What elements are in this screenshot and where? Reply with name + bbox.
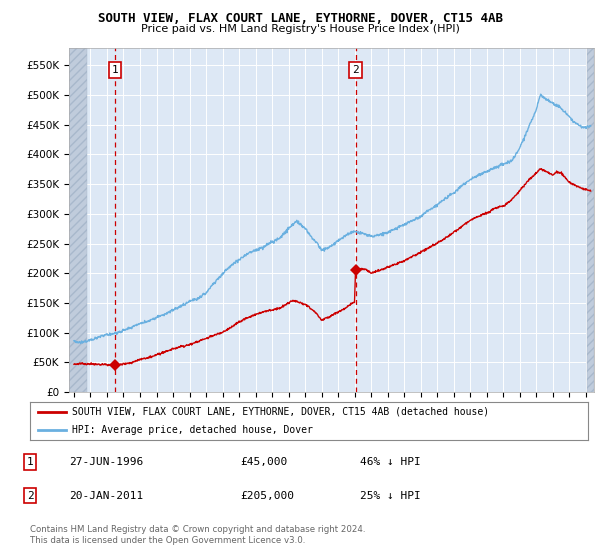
Text: Contains HM Land Registry data © Crown copyright and database right 2024.
This d: Contains HM Land Registry data © Crown c…	[30, 525, 365, 545]
Text: 27-JUN-1996: 27-JUN-1996	[69, 457, 143, 467]
Text: HPI: Average price, detached house, Dover: HPI: Average price, detached house, Dove…	[72, 425, 313, 435]
Text: 46% ↓ HPI: 46% ↓ HPI	[360, 457, 421, 467]
Text: £205,000: £205,000	[240, 491, 294, 501]
Text: 20-JAN-2011: 20-JAN-2011	[69, 491, 143, 501]
Text: 1: 1	[26, 457, 34, 467]
Text: SOUTH VIEW, FLAX COURT LANE, EYTHORNE, DOVER, CT15 4AB (detached house): SOUTH VIEW, FLAX COURT LANE, EYTHORNE, D…	[72, 407, 489, 417]
Text: 2: 2	[26, 491, 34, 501]
Text: SOUTH VIEW, FLAX COURT LANE, EYTHORNE, DOVER, CT15 4AB: SOUTH VIEW, FLAX COURT LANE, EYTHORNE, D…	[97, 12, 503, 25]
Text: 25% ↓ HPI: 25% ↓ HPI	[360, 491, 421, 501]
Text: 1: 1	[112, 65, 118, 75]
Text: Price paid vs. HM Land Registry's House Price Index (HPI): Price paid vs. HM Land Registry's House …	[140, 24, 460, 34]
Text: £45,000: £45,000	[240, 457, 287, 467]
Text: 2: 2	[352, 65, 359, 75]
